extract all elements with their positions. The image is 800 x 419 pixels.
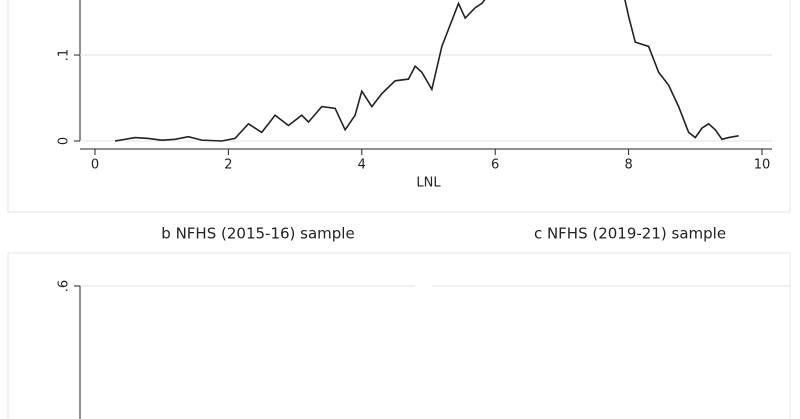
- subplot-title: c NFHS (2019-21) sample: [534, 225, 726, 243]
- x-tick-label: 10: [754, 158, 771, 173]
- x-tick-label: 2: [224, 158, 232, 173]
- x-tick-label: 4: [358, 158, 366, 173]
- subplot-title: b NFHS (2015-16) sample: [161, 225, 354, 243]
- x-tick-label: 0: [91, 158, 99, 173]
- density-line: [114, 0, 739, 142]
- y-tick-label: .6: [57, 280, 72, 292]
- x-tick-label: 8: [624, 158, 632, 173]
- y-tick-label: 0: [57, 137, 72, 145]
- x-axis-label: LNL: [416, 176, 441, 191]
- panel-frame: [7, 252, 791, 419]
- x-tick-label: 6: [491, 158, 499, 173]
- y-tick-label: .1: [57, 49, 72, 61]
- panel-frame: [7, 0, 791, 213]
